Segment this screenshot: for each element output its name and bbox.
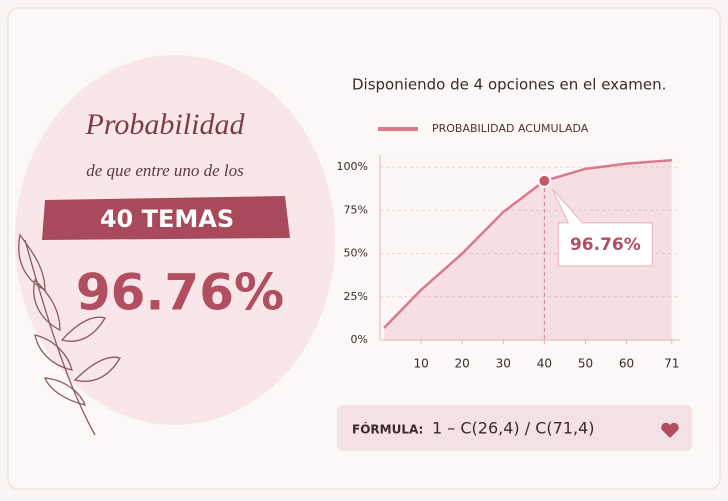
- legend-label: PROBABILIDAD ACUMULADA: [432, 122, 589, 135]
- leaf-branch: [18, 233, 121, 436]
- y-tick-label: 75%: [344, 203, 368, 216]
- formula-box: [337, 405, 692, 451]
- blob: [15, 55, 335, 425]
- highlight-point: [537, 173, 552, 188]
- x-tick-label: 20: [455, 357, 470, 371]
- chart-title: Disponiendo de 4 opciones en el examen.: [352, 76, 666, 94]
- y-tick-label: 25%: [344, 290, 368, 303]
- x-tick-label: 71: [664, 357, 679, 371]
- title: Probabilidad: [85, 108, 246, 141]
- x-tick-label: 40: [537, 357, 552, 371]
- x-tick-label: 50: [578, 357, 593, 371]
- x-tick-label: 60: [619, 357, 634, 371]
- y-tick-label: 0%: [351, 333, 368, 346]
- x-tick-label: 10: [413, 357, 428, 371]
- area: [384, 160, 672, 340]
- heart-icon: [661, 422, 679, 438]
- formula-label: FÓRMULA:: [352, 422, 423, 437]
- x-tick-label: 30: [496, 357, 511, 371]
- callout: [551, 188, 653, 267]
- callout-label: 96.76%: [570, 235, 641, 255]
- result: 96.76%: [76, 264, 284, 322]
- line: [383, 158, 672, 329]
- y-tick-label: 100%: [337, 160, 368, 173]
- banner-text: 40 TEMAS: [100, 205, 234, 233]
- y-tick-label: 50%: [344, 247, 368, 260]
- formula-expression: 1 – C(26,4) / C(71,4): [432, 419, 594, 438]
- subtitle: de que entre uno de los: [86, 161, 244, 180]
- banner: [42, 196, 290, 240]
